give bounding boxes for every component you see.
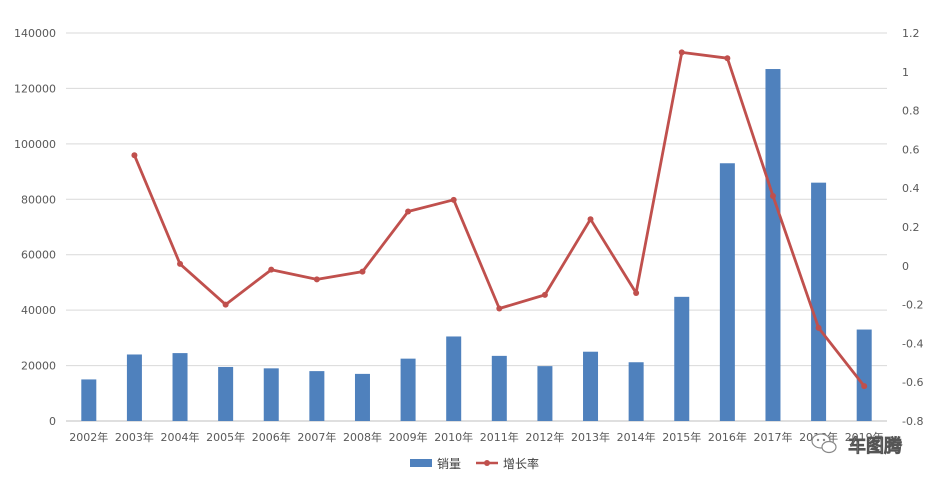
- line-point: [724, 55, 731, 62]
- right-tick-label: -0.4: [902, 337, 923, 350]
- x-tick-label: 2013年: [571, 430, 610, 444]
- line-point: [405, 208, 412, 215]
- x-tick-label: 2016年: [708, 430, 747, 444]
- line-point: [450, 196, 457, 203]
- bar-series: [81, 69, 872, 422]
- right-tick-label: -0.2: [902, 299, 923, 312]
- right-tick-label: -0.6: [902, 376, 923, 389]
- bar: [537, 366, 553, 421]
- legend-bar-label: 销量: [437, 457, 461, 471]
- right-tick-label: 0.4: [902, 182, 920, 195]
- right-axis-ticks: -0.8 -0.6 -0.4 -0.2 0 0.2 0.4 0.6 0.8 1 1.2: [902, 27, 923, 428]
- left-axis-ticks: 0 20000 40000 60000 80000 100000 120000 140000: [14, 27, 56, 428]
- left-tick-label: 60000: [21, 249, 56, 262]
- bar: [126, 354, 142, 421]
- right-tick-label: 0.2: [902, 221, 920, 234]
- right-tick-label: 0.8: [902, 105, 920, 118]
- x-tick-label: 2003年: [115, 430, 154, 444]
- bar: [674, 296, 690, 421]
- left-tick-label: 0: [49, 415, 56, 428]
- bar: [628, 362, 644, 421]
- left-tick-label: 140000: [14, 27, 56, 40]
- line-point: [496, 305, 503, 312]
- bar: [354, 373, 370, 421]
- growth-line: [133, 51, 866, 387]
- left-tick-label: 120000: [14, 82, 56, 95]
- right-tick-label: -0.8: [902, 415, 923, 428]
- bar: [263, 368, 279, 421]
- line-point: [222, 301, 229, 308]
- line-point: [268, 266, 275, 273]
- line-point: [769, 192, 776, 199]
- x-tick-label: 2004年: [161, 430, 200, 444]
- bar: [583, 351, 599, 421]
- bar: [491, 355, 507, 421]
- line-point: [359, 268, 366, 275]
- line-point: [678, 49, 685, 56]
- left-tick-label: 80000: [21, 193, 56, 206]
- legend-line-marker: [484, 460, 490, 466]
- line-series: [131, 49, 868, 390]
- grid-lines: [66, 32, 887, 422]
- bar: [400, 358, 416, 421]
- x-tick-label: 2015年: [662, 430, 701, 444]
- x-tick-label: 2019年: [845, 430, 884, 444]
- line-point: [587, 216, 594, 223]
- x-tick-label: 2005年: [206, 430, 245, 444]
- bar: [856, 329, 872, 421]
- wechat-icon: [811, 433, 837, 454]
- x-tick-label: 2017年: [753, 430, 792, 444]
- right-tick-label: 1: [902, 66, 909, 79]
- legend-bar-swatch: [410, 459, 432, 467]
- bar: [172, 353, 188, 421]
- line-point: [861, 383, 868, 390]
- line-point: [313, 276, 320, 283]
- x-tick-label: 2006年: [252, 430, 291, 444]
- legend: 销量 增长率: [410, 456, 539, 471]
- x-tick-label: 2008年: [343, 430, 382, 444]
- x-axis-ticks: 2002年 2003年 2004年 2005年 2006年 2007年 2008年 2009年…: [69, 430, 883, 444]
- left-tick-label: 20000: [21, 360, 56, 373]
- bar: [446, 336, 462, 421]
- bar: [719, 163, 735, 421]
- line-point: [815, 324, 822, 331]
- right-tick-label: 0.6: [902, 143, 920, 156]
- x-tick-label: 2014年: [617, 430, 656, 444]
- right-tick-label: 0: [902, 260, 909, 273]
- line-point: [541, 291, 548, 298]
- x-tick-label: 2002年: [69, 430, 108, 444]
- x-tick-label: 2009年: [389, 430, 428, 444]
- line-point: [177, 260, 184, 267]
- x-tick-label: 2011年: [480, 430, 519, 444]
- bar: [81, 379, 97, 421]
- bar: [811, 182, 827, 421]
- bar: [218, 366, 234, 421]
- watermark-text: 车图腾: [848, 435, 903, 457]
- line-point: [633, 289, 640, 296]
- x-tick-label: 2010年: [434, 430, 473, 444]
- x-tick-label: 2007年: [297, 430, 336, 444]
- left-tick-label: 100000: [14, 138, 56, 151]
- bar: [765, 69, 781, 422]
- right-tick-label: 1.2: [902, 27, 920, 40]
- legend-line-label: 增长率: [503, 456, 539, 471]
- bar: [309, 371, 325, 421]
- line-point: [131, 152, 138, 159]
- watermark: 车图腾: [811, 433, 903, 457]
- left-tick-label: 40000: [21, 304, 56, 317]
- x-tick-label: 2012年: [525, 430, 564, 444]
